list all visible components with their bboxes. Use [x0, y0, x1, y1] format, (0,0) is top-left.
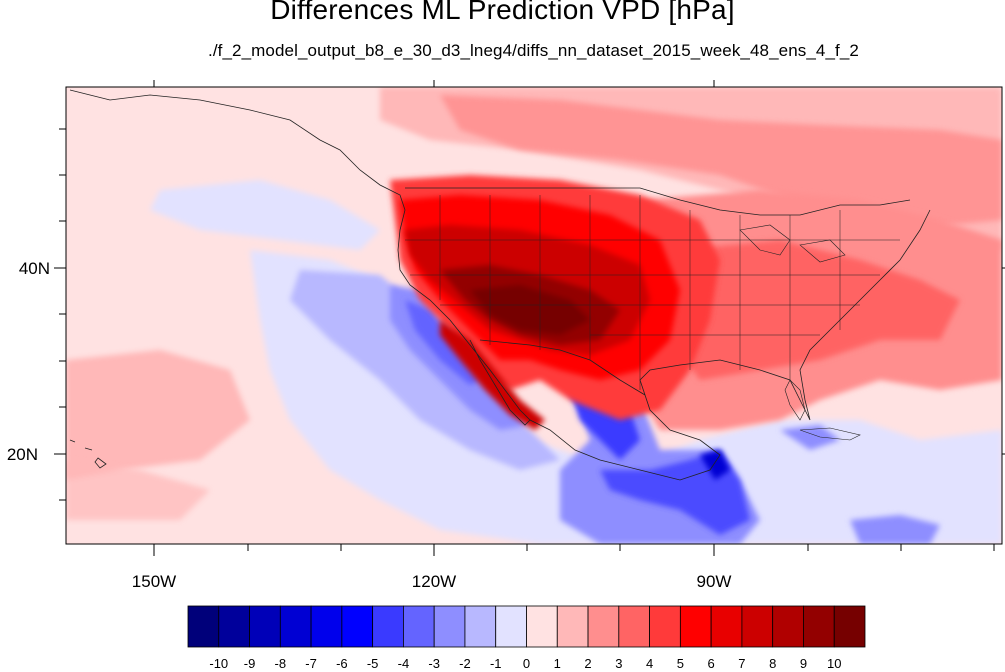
colorbar-swatch	[403, 605, 435, 648]
colorbar-label: 6	[708, 656, 715, 671]
colorbar-label: -7	[305, 656, 317, 671]
hawaii-islands	[69, 439, 107, 469]
colorbar-swatch	[556, 605, 589, 648]
colorbar-label: 1	[554, 656, 561, 671]
colorbar-label: 5	[677, 656, 684, 671]
field-caribbean-blue	[780, 425, 840, 450]
state-lines-horizontal	[405, 239, 900, 336]
lon-label-90w: 90W	[697, 572, 732, 591]
colorbar-swatch	[772, 605, 804, 648]
colorbar-label: -4	[398, 656, 410, 671]
map-subtitle: ./f_2_model_output_b8_e_30_d3_lneg4/diff…	[208, 41, 859, 60]
colorbar-swatch	[803, 605, 835, 648]
field-west-pacific-pink	[66, 350, 250, 480]
colorbar-swatch	[710, 605, 743, 648]
field-canada-band	[440, 95, 1002, 230]
map-ticks	[54, 80, 1005, 556]
colorbar-swatch	[679, 605, 712, 648]
map-title: Differences ML Prediction VPD [hPa]	[270, 0, 735, 25]
field-hawaii-pink	[66, 460, 210, 520]
colorbar-label: -1	[490, 656, 502, 671]
colorbar-label: -5	[367, 656, 379, 671]
colorbar-swatch	[649, 605, 681, 648]
colorbar-label: -10	[209, 656, 228, 671]
field-central-america-dark-blue	[700, 450, 730, 480]
map-coastlines	[69, 89, 931, 481]
colorbar-swatch	[187, 605, 220, 648]
colorbar-swatch	[433, 605, 466, 648]
cuba-coast	[799, 427, 861, 441]
colorbar-swatch	[833, 605, 866, 648]
state-lines-vertical	[439, 195, 841, 390]
colorbar-swatch	[526, 605, 558, 648]
field-subtropical-paleblue	[250, 250, 1002, 544]
colorbar-label: 2	[584, 656, 591, 671]
map-frame	[65, 86, 1003, 545]
us-canada-border	[405, 187, 911, 216]
colorbar-label: -6	[336, 656, 348, 671]
colorbar-swatch	[587, 605, 620, 648]
gulf-and-east-coastline	[529, 209, 931, 481]
colorbar-swatch	[279, 605, 312, 648]
great-lakes	[739, 224, 846, 263]
colorbar-label: 7	[738, 656, 745, 671]
colorbar-label: 10	[827, 656, 841, 671]
colorbar-swatch	[341, 605, 374, 648]
us-mexico-border	[479, 339, 646, 396]
field-south-caribbean-blue	[850, 515, 940, 544]
colorbar-swatch	[495, 605, 527, 648]
colorbar-swatch	[372, 605, 404, 648]
colorbar-label: 9	[800, 656, 807, 671]
field-baja-red	[440, 320, 545, 430]
colorbar-swatch	[741, 605, 774, 648]
lat-label-20n: 20N	[7, 445, 38, 464]
colorbar-label: -9	[244, 656, 256, 671]
colorbar-swatch	[310, 605, 343, 648]
colorbar-swatch	[249, 605, 281, 648]
colorbar-label: 0	[523, 656, 530, 671]
colorbar-swatch	[464, 605, 497, 648]
colorbar-label: 3	[615, 656, 622, 671]
colorbar-label: -2	[459, 656, 471, 671]
colorbar: -10 -9 -8 -7 -6 -5 -4 -3 -2 -1 0 1 2 3 4 5 6 7 8 9 10	[187, 605, 866, 671]
colorbar-label: 4	[646, 656, 653, 671]
colorbar-label: -3	[428, 656, 440, 671]
vpd-difference-field	[66, 87, 1002, 544]
colorbar-swatch	[218, 605, 250, 648]
lon-label-120w: 120W	[412, 572, 456, 591]
colorbar-label: -8	[275, 656, 287, 671]
west-coastline	[69, 89, 531, 426]
field-southwest-max-red	[470, 285, 590, 335]
lat-label-40n: 40N	[19, 259, 50, 278]
florida-coast	[784, 379, 806, 421]
colorbar-label: 8	[769, 656, 776, 671]
field-baja-offshore-mid-blue	[405, 300, 480, 385]
colorbar-swatch	[618, 605, 650, 648]
lon-label-150w: 150W	[132, 572, 176, 591]
field-north-pacific-paleblue	[150, 180, 380, 250]
